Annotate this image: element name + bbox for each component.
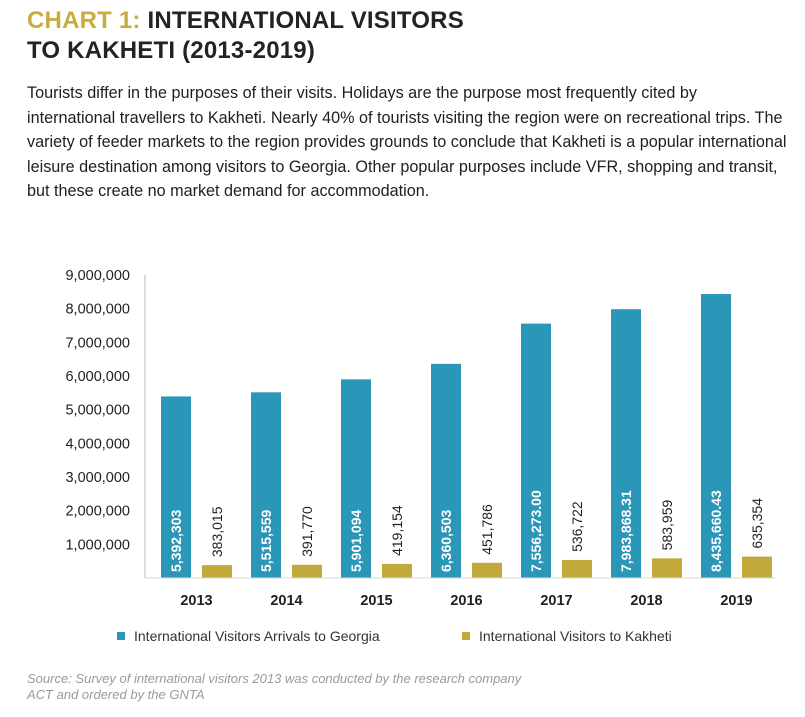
chart-title: CHART 1: INTERNATIONAL VISITORS TO KAKHE…	[27, 6, 727, 66]
x-tick-label: 2017	[540, 593, 572, 609]
x-tick-label: 2016	[450, 593, 482, 609]
bar-kakheti	[382, 563, 412, 578]
bar-georgia	[341, 379, 371, 578]
chart-title-text: INTERNATIONAL VISITORS	[147, 7, 464, 34]
y-tick-label: 9,000,000	[65, 268, 130, 284]
bar-kakheti	[292, 564, 322, 578]
data-label-georgia: 8,435,660.43	[708, 490, 724, 572]
y-tick-label: 4,000,000	[65, 436, 130, 452]
x-tick-label: 2014	[270, 593, 302, 609]
data-label-georgia: 5,515,559	[258, 510, 274, 572]
data-label-kakheti: 635,354	[749, 498, 765, 549]
bar-kakheti	[742, 556, 772, 578]
y-tick-label: 3,000,000	[65, 470, 130, 486]
bar-georgia	[701, 293, 731, 578]
y-tick-label: 5,000,000	[65, 403, 130, 419]
bar-georgia	[521, 323, 551, 578]
data-label-kakheti: 583,959	[659, 500, 675, 551]
data-label-kakheti: 419,154	[389, 505, 405, 556]
source-note: Source: Survey of international visitors…	[27, 671, 522, 702]
y-tick-label: 2,000,000	[65, 504, 130, 520]
bar-chart: 1,000,000 2,000,000 3,000,000 4,000,000 5,00…	[65, 268, 775, 609]
chart-legend: International Visitors Arrivals to Georg…	[117, 628, 797, 648]
x-tick-label: 2013	[180, 593, 212, 609]
bar-kakheti	[562, 559, 592, 578]
legend-label-georgia: International Visitors Arrivals to Georg…	[134, 628, 380, 644]
bar-georgia	[161, 396, 191, 578]
y-tick-label: 8,000,000	[65, 302, 130, 318]
bar-georgia	[611, 309, 641, 578]
data-label-kakheti: 391,770	[299, 506, 315, 557]
bar-georgia	[431, 363, 461, 578]
intro-paragraph: Tourists differ in the purposes of their…	[27, 84, 787, 200]
data-label-kakheti: 451,786	[479, 504, 495, 555]
legend-swatch-kakheti	[462, 632, 470, 640]
legend-swatch-georgia	[117, 632, 125, 640]
data-label-georgia: 7,556,273.00	[528, 490, 544, 572]
y-tick-label: 6,000,000	[65, 369, 130, 385]
bar-georgia	[251, 392, 281, 578]
data-label-georgia: 5,392,303	[168, 510, 184, 572]
data-label-georgia: 5,901,094	[348, 510, 364, 572]
x-tick-label: 2018	[630, 593, 662, 609]
chart-number: CHART 1:	[27, 7, 141, 34]
data-label-kakheti: 536,722	[569, 501, 585, 552]
y-tick-label: 7,000,000	[65, 335, 130, 351]
chart-title-line-2: TO KAKHETI (2013-2019)	[27, 37, 316, 64]
y-tick-label: 1,000,000	[65, 537, 130, 553]
legend-item-kakheti: International Visitors to Kakheti	[462, 628, 672, 644]
data-label-georgia: 6,360,503	[438, 510, 454, 572]
chart-title-line-1: CHART 1: INTERNATIONAL VISITORS	[27, 6, 727, 36]
bar-kakheti	[652, 558, 682, 578]
legend-label-kakheti: International Visitors to Kakheti	[479, 628, 672, 644]
data-label-kakheti: 383,015	[209, 506, 225, 557]
bar-kakheti	[472, 562, 502, 578]
x-tick-label: 2019	[720, 593, 752, 609]
x-tick-label: 2015	[360, 593, 392, 609]
bar-kakheti	[202, 565, 232, 578]
legend-item-georgia: International Visitors Arrivals to Georg…	[117, 628, 380, 644]
data-label-georgia: 7,983,868.31	[618, 490, 634, 572]
